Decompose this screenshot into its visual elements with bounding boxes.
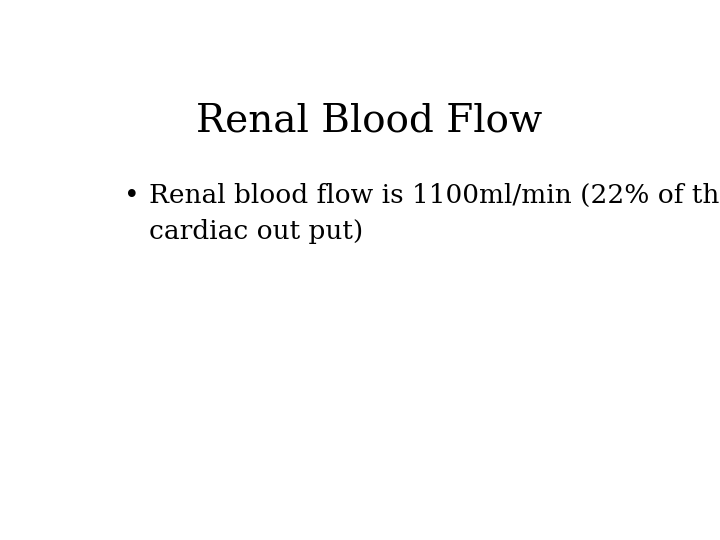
Text: cardiac out put): cardiac out put) xyxy=(148,219,363,244)
Text: •: • xyxy=(124,183,140,208)
Text: Renal Blood Flow: Renal Blood Flow xyxy=(196,103,542,139)
Text: Renal blood flow is 1100ml/min (22% of the: Renal blood flow is 1100ml/min (22% of t… xyxy=(148,183,720,208)
